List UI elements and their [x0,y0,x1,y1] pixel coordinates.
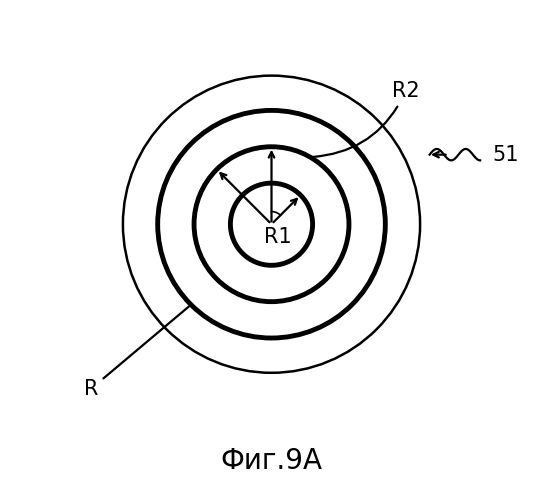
Text: R2: R2 [313,81,419,157]
Text: Фиг.9A: Фиг.9A [220,447,323,476]
Circle shape [123,76,420,373]
Circle shape [157,110,386,338]
Circle shape [194,147,349,302]
Text: 51: 51 [493,145,519,165]
Text: R1: R1 [264,227,292,247]
Text: R: R [84,306,189,399]
Circle shape [230,183,313,265]
